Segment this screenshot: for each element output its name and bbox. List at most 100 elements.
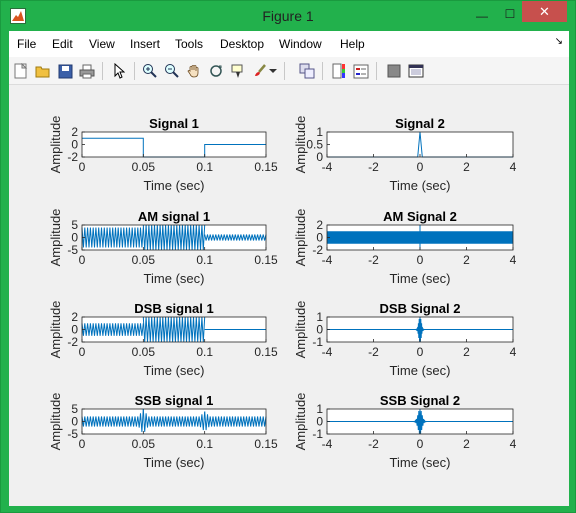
- y-tick-label: -1: [312, 427, 323, 441]
- x-tick-label: 4: [510, 160, 517, 174]
- new-figure-icon[interactable]: [11, 61, 31, 81]
- dock-figure-icon[interactable]: ↘: [554, 36, 563, 47]
- toolbar-separator: [102, 62, 103, 80]
- x-axis-label: Time (sec): [390, 271, 451, 286]
- x-tick-label: 0.15: [254, 437, 278, 451]
- y-tick-label: 2: [316, 218, 323, 232]
- x-axis-label: Time (sec): [390, 455, 451, 470]
- y-tick-label: -5: [67, 427, 78, 441]
- save-icon[interactable]: [55, 61, 75, 81]
- menu-insert[interactable]: Insert: [130, 37, 161, 51]
- hide-plot-tools-icon[interactable]: [384, 61, 404, 81]
- legend-icon[interactable]: [351, 61, 371, 81]
- x-axis-label: Time (sec): [390, 178, 451, 193]
- signal-segment-1: [81, 408, 144, 432]
- colorbar-icon[interactable]: [329, 61, 349, 81]
- maximize-button[interactable]: ☐: [504, 7, 516, 21]
- window-title: Figure 1: [262, 8, 314, 24]
- axes-background[interactable]: [82, 409, 266, 434]
- menu-desktop[interactable]: Desktop: [220, 37, 265, 51]
- x-tick-label: 0: [417, 160, 424, 174]
- x-tick-label: 0: [417, 437, 424, 451]
- brush-dropdown-icon[interactable]: [267, 61, 279, 81]
- y-tick-label: 0: [71, 138, 78, 152]
- y-axis-label: Amplitude: [48, 209, 63, 267]
- matlab-figure-icon: [10, 8, 26, 24]
- link-plot-icon[interactable]: [297, 61, 317, 81]
- close-button[interactable]: ✕: [522, 1, 567, 22]
- y-axis-label: Amplitude: [293, 301, 308, 359]
- x-tick-label: 0: [79, 160, 86, 174]
- signal-segment-1: [81, 323, 144, 336]
- x-tick-label: 0.1: [196, 345, 213, 359]
- menu-file[interactable]: File: [17, 37, 37, 51]
- x-tick-label: -4: [322, 437, 333, 451]
- x-tick-label: -2: [368, 437, 379, 451]
- x-axis-label: Time (sec): [144, 178, 205, 193]
- x-tick-label: 0: [417, 345, 424, 359]
- menu-view[interactable]: View: [89, 37, 115, 51]
- x-axis-label: Time (sec): [144, 271, 205, 286]
- edit-plot-arrow-icon[interactable]: [109, 61, 129, 81]
- minimize-button[interactable]: —: [476, 9, 488, 23]
- y-tick-label: 5: [71, 402, 78, 416]
- y-tick-label: 1: [316, 402, 323, 416]
- x-tick-label: 0.1: [196, 160, 213, 174]
- y-tick-label: -1: [312, 335, 323, 349]
- toolbar-separator: [322, 62, 323, 80]
- signal-segment-1: [81, 227, 144, 248]
- zoom-out-icon[interactable]: [162, 61, 182, 81]
- x-axis-label: Time (sec): [144, 363, 205, 378]
- y-tick-label: 2: [71, 310, 78, 324]
- axes-title: SSB Signal 2: [380, 393, 460, 408]
- y-axis-label: Amplitude: [48, 393, 63, 451]
- menu-help[interactable]: Help: [340, 37, 365, 51]
- title-bar[interactable]: Figure 1 — ☐ ✕: [1, 1, 575, 31]
- show-plot-tools-icon[interactable]: [406, 61, 426, 81]
- menu-edit[interactable]: Edit: [52, 37, 73, 51]
- x-tick-label: -2: [368, 253, 379, 267]
- menu-window[interactable]: Window: [279, 37, 322, 51]
- y-tick-label: 1: [316, 310, 323, 324]
- data-cursor-icon[interactable]: [228, 61, 248, 81]
- pan-hand-icon[interactable]: [184, 61, 204, 81]
- x-tick-label: 0: [79, 437, 86, 451]
- toolbar-separator: [376, 62, 377, 80]
- brush-icon[interactable]: [250, 61, 270, 81]
- y-tick-label: 0: [71, 323, 78, 337]
- y-axis-label: Amplitude: [293, 116, 308, 174]
- y-tick-label: -2: [312, 243, 323, 257]
- rotate-3d-icon[interactable]: [206, 61, 226, 81]
- open-file-icon[interactable]: [33, 61, 53, 81]
- y-axis-label: Amplitude: [293, 209, 308, 267]
- x-tick-label: 4: [510, 437, 517, 451]
- x-tick-label: -4: [322, 345, 333, 359]
- menu-tools[interactable]: Tools: [175, 37, 204, 51]
- x-tick-label: 0.1: [196, 253, 213, 267]
- y-tick-label: 0: [316, 415, 323, 429]
- x-tick-label: 0.05: [132, 160, 156, 174]
- print-icon[interactable]: [77, 61, 97, 81]
- axes-title: Signal 2: [395, 116, 445, 131]
- menu-bar: File Edit View Insert Tools Desktop Wind…: [9, 31, 569, 57]
- y-tick-label: -2: [67, 335, 78, 349]
- zoom-in-icon[interactable]: [140, 61, 160, 81]
- series-line: [81, 408, 267, 432]
- y-tick-label: 0: [316, 150, 323, 164]
- axes-title: AM signal 1: [138, 209, 210, 224]
- signal-segment-2: [142, 408, 206, 432]
- axes-title: Signal 1: [149, 116, 199, 131]
- toolbar-separator: [134, 62, 135, 80]
- x-tick-label: 0.15: [254, 160, 278, 174]
- y-tick-label: 0: [71, 231, 78, 245]
- y-tick-label: 5: [71, 218, 78, 232]
